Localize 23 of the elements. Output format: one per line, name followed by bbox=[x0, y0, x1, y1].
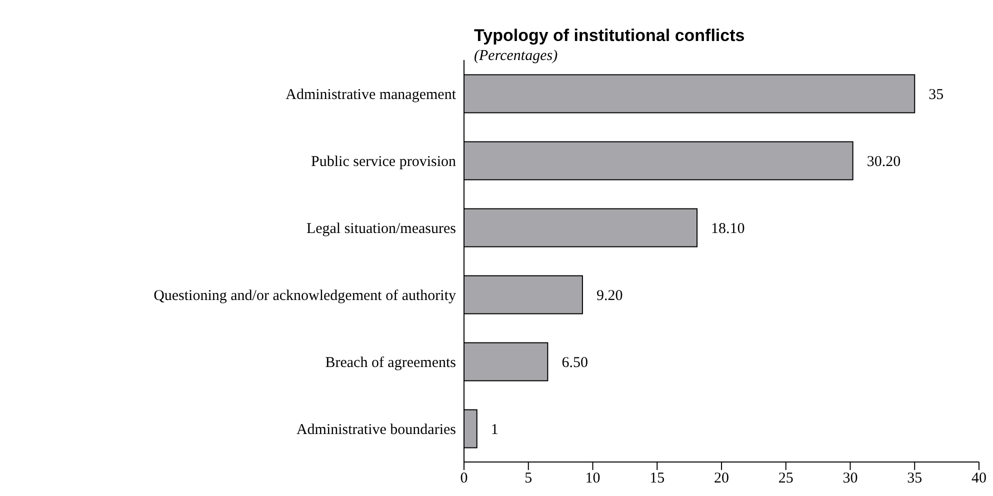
chart-subtitle: (Percentages) bbox=[474, 48, 558, 65]
x-tick-label: 30 bbox=[842, 470, 858, 487]
y-tick-label: Questioning and/or acknowledgement of authority bbox=[154, 288, 456, 304]
x-tick-label: 40 bbox=[972, 470, 986, 487]
data-label: 30.20 bbox=[866, 154, 901, 170]
y-tick-label: Breach of agreements bbox=[325, 354, 456, 371]
x-tick-label: 10 bbox=[585, 470, 600, 487]
y-tick-label: Public service provision bbox=[311, 154, 456, 170]
x-tick-label: 15 bbox=[650, 470, 665, 487]
y-tick-label: Legal situation/measures bbox=[306, 220, 456, 237]
data-label: 6.50 bbox=[562, 355, 588, 372]
data-label: 18.10 bbox=[711, 221, 745, 238]
y-tick-label: Administrative boundaries bbox=[296, 422, 456, 438]
chart-title: Typology of institutional conflicts bbox=[474, 26, 745, 46]
x-tick-label: 5 bbox=[524, 470, 532, 487]
y-tick-label: Administrative management bbox=[286, 86, 457, 103]
x-tick-label: 25 bbox=[778, 470, 794, 487]
x-tick-label: 20 bbox=[714, 470, 729, 487]
data-label: 9.20 bbox=[596, 288, 623, 304]
data-label: 1 bbox=[490, 422, 498, 438]
data-label: 35 bbox=[928, 87, 944, 104]
x-tick-label: 35 bbox=[907, 470, 922, 487]
x-tick-label: 0 bbox=[460, 470, 468, 487]
